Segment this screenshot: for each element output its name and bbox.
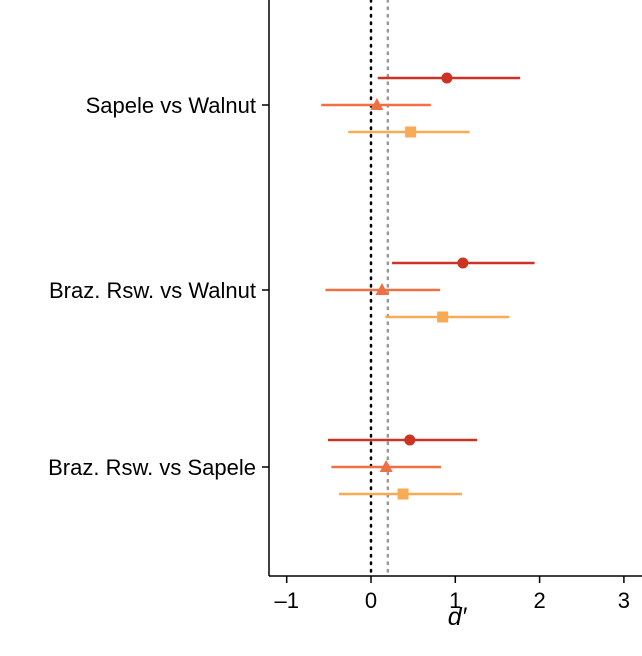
x-tick-label: 1 <box>449 588 461 613</box>
x-tick-label: 2 <box>533 588 545 613</box>
x-axis-title: d′ <box>448 603 468 631</box>
y-tick-label: Braz. Rsw. vs Walnut <box>49 278 256 303</box>
point-triangle <box>379 460 393 472</box>
point-square <box>405 126 417 138</box>
point-circle <box>404 434 416 446</box>
x-tick-label: 3 <box>618 588 630 613</box>
y-tick-label: Sapele vs Walnut <box>86 93 256 118</box>
point-triangle <box>375 283 389 295</box>
point-circle <box>441 72 453 84</box>
x-tick-label: –1 <box>274 588 298 613</box>
x-tick-label: 0 <box>365 588 377 613</box>
point-triangle <box>370 98 384 110</box>
point-square <box>437 311 449 323</box>
point-circle <box>457 257 469 269</box>
y-tick-label: Braz. Rsw. vs Sapele <box>48 455 256 480</box>
point-square <box>397 488 409 500</box>
